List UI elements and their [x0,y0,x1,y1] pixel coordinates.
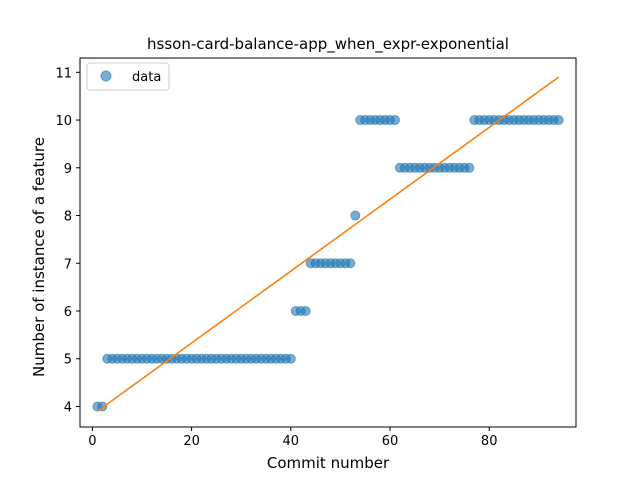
x-axis-label: Commit number [267,454,390,472]
data-point [464,162,475,173]
x-tick-label: 40 [283,434,300,449]
fit-line-path [96,76,560,412]
data-point [389,115,400,126]
y-tick-label: 8 [64,210,72,225]
fit-line [96,76,560,412]
y-tick-label: 5 [64,353,72,368]
y-tick-label: 11 [55,66,72,81]
x-tick-label: 80 [481,434,498,449]
y-tick-label: 4 [64,400,72,415]
data-point [553,115,564,126]
y-axis-ticks: 4 5 6 7 8 9 10 11 [55,66,80,415]
data-point [345,258,356,269]
x-tick-label: 20 [183,434,200,449]
y-tick-label: 9 [64,162,72,177]
y-tick-label: 7 [64,257,72,272]
data-point [300,306,311,317]
x-axis-ticks: 0 20 40 60 80 [88,427,497,449]
legend-box [86,62,170,91]
legend-label: data [132,70,161,85]
data-points [92,115,564,412]
data-point [350,210,361,221]
plot-frame [79,57,577,428]
y-tick-label: 6 [64,305,72,320]
x-tick-label: 60 [382,434,399,449]
y-axis-label: Number of instance of a feature [30,137,48,377]
x-tick-label: 0 [88,434,96,449]
y-tick-label: 10 [55,114,72,129]
data-point [285,353,296,364]
legend: data [86,62,170,91]
chart-title: hsson-card-balance-app_when_expr-exponen… [147,35,509,54]
legend-marker [100,70,112,82]
